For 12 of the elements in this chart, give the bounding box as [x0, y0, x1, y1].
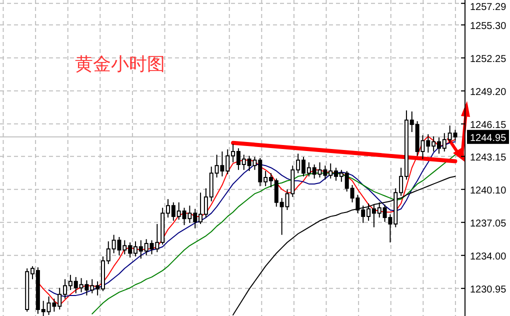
y-tick-label: 1237.05	[470, 218, 507, 230]
y-tick-label: 1249.20	[470, 86, 507, 98]
y-tick-label: 1257.29	[470, 2, 507, 13]
y-tick-label: 1252.25	[470, 54, 507, 65]
y-tick-label: 1255.30	[470, 20, 507, 32]
y-tick-label: 1240.10	[470, 185, 507, 196]
y-tick-label: 1246.15	[470, 120, 507, 131]
ref-line-label: 1244.95	[470, 132, 507, 144]
y-tick-label: 1230.95	[470, 284, 507, 296]
y-tick-label: 1234.00	[470, 251, 507, 262]
text: 黄金小时图	[75, 54, 165, 75]
y-tick-label: 1243.15	[470, 152, 507, 164]
